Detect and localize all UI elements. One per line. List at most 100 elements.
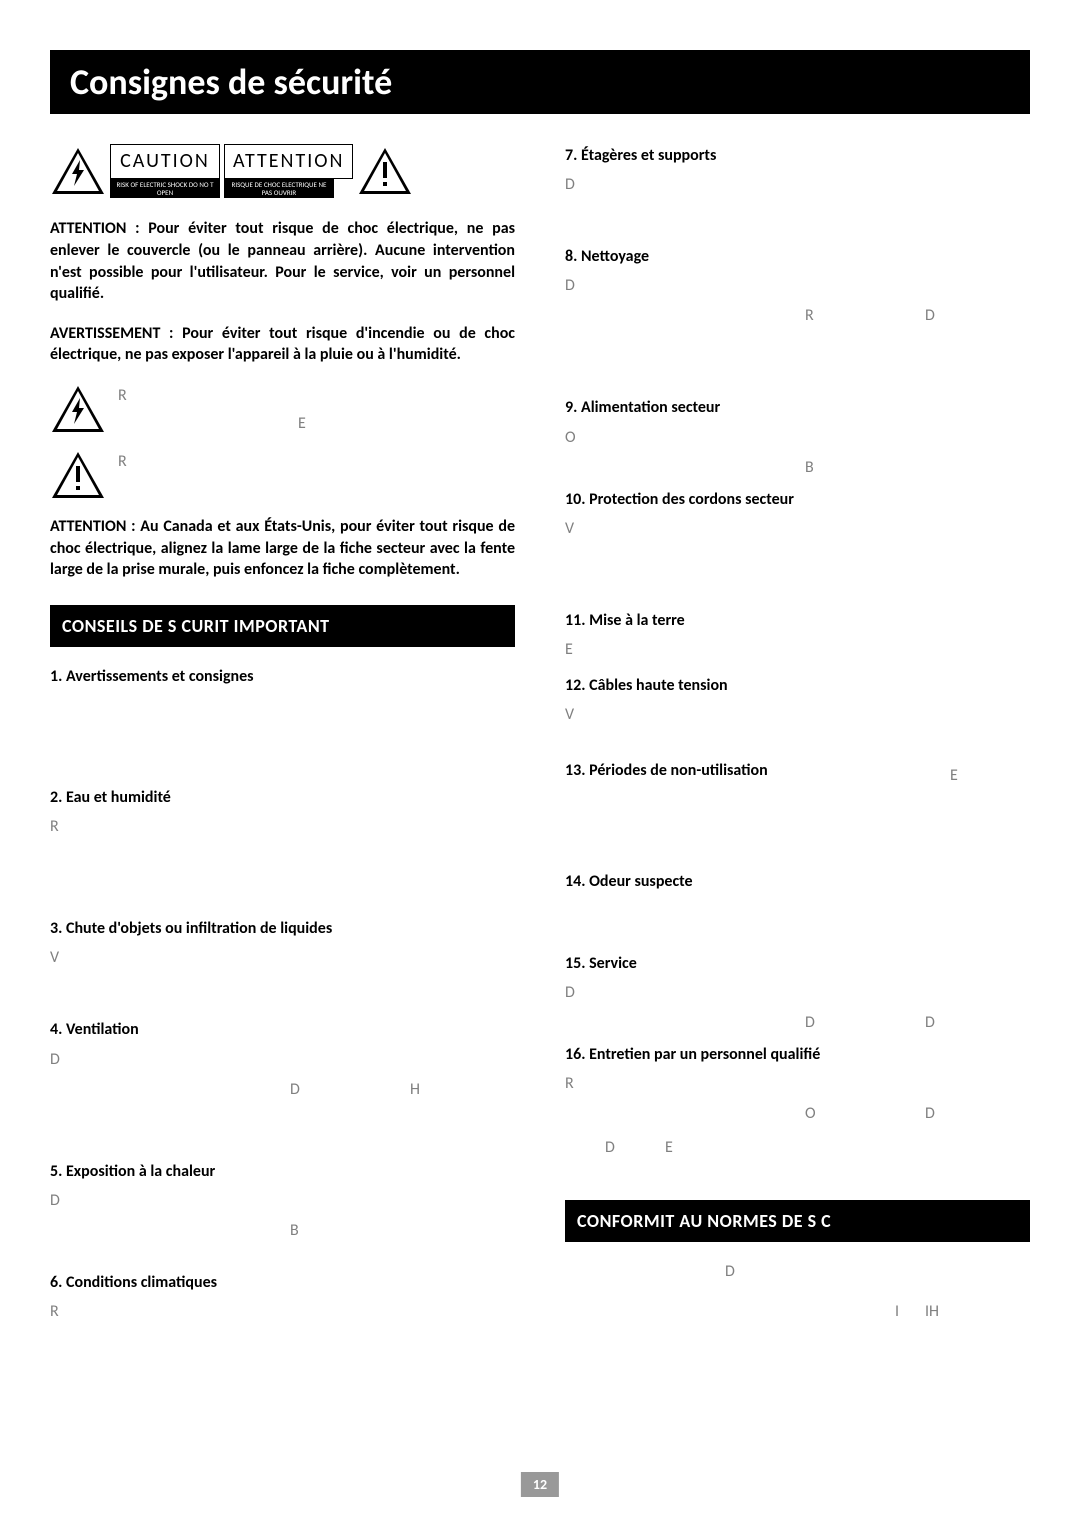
item-heading: 11. Mise à la terre <box>565 611 685 630</box>
item-heading: 13. Périodes de non-utilisation <box>565 761 768 780</box>
lightning-triangle-icon <box>50 146 106 196</box>
item-heading: 4. Ventilation <box>50 1020 139 1039</box>
attention-label: ATTENTION <box>224 144 353 179</box>
stray-letter: IH <box>925 1300 939 1323</box>
section-bar-conseils: CONSEILS DE S CURIT IMPORTANT <box>50 605 515 647</box>
item-body: R O D D E <box>565 1066 1030 1176</box>
safety-item: 10. Protection des cordons secteur V <box>565 488 1030 591</box>
para-canada: ATTENTION : Au Canada et aux États-Unis,… <box>50 516 515 581</box>
item-heading: 14. Odeur suspecte <box>565 872 693 891</box>
lightning-explain: R E <box>50 384 515 434</box>
attention-sub: RISQUE DE CHOC ELECTRIQUE NE PAS OUVRIR <box>224 179 334 198</box>
left-column: CAUTION RISK OF ELECTRIC SHOCK DO NO T O… <box>50 144 515 1352</box>
stray-letter: D <box>50 1048 60 1071</box>
stray-letter: D <box>805 1011 815 1034</box>
section-bar-conformite: CONFORMIT AU NORMES DE S C <box>565 1200 1030 1242</box>
stray-letter: R <box>805 304 814 327</box>
stray-letter: D <box>565 274 575 297</box>
stray-letter: R <box>50 1300 59 1323</box>
warning-box: CAUTION RISK OF ELECTRIC SHOCK DO NO T O… <box>50 144 515 198</box>
stray-letter-e: E <box>950 766 958 785</box>
safety-item: 6. Conditions climatiques R <box>50 1271 515 1334</box>
stray-letter: D <box>725 1260 735 1283</box>
safety-item: 3. Chute d'objets ou infiltration de liq… <box>50 917 515 1000</box>
stray-letter: D <box>925 1102 935 1125</box>
lightning-triangle-icon <box>50 384 106 434</box>
item-body <box>565 782 1030 852</box>
safety-item: 16. Entretien par un personnel qualifié R… <box>565 1043 1030 1176</box>
item-heading: 2. Eau et humidité <box>50 788 171 807</box>
stray-letter: O <box>805 1102 816 1125</box>
safety-item: 5. Exposition à la chaleurDB <box>50 1160 515 1253</box>
page-title: Consignes de sécurité <box>50 50 1030 114</box>
stray-letter: I <box>895 1300 899 1323</box>
item-heading: 10. Protection des cordons secteur <box>565 490 794 509</box>
item-body: V <box>565 697 1030 741</box>
item-body: OB <box>565 420 1030 470</box>
item-heading: 16. Entretien par un personnel qualifié <box>565 1045 820 1064</box>
safety-item: 4. Ventilation D D H <box>50 1018 515 1141</box>
exclamation-triangle-icon <box>50 450 106 500</box>
stray-letter: D <box>565 173 575 196</box>
stray-letter: D <box>605 1136 615 1159</box>
left-items-container: 1. Avertissements et consignes 2. Eau et … <box>50 665 515 1334</box>
stray-letter: V <box>565 703 574 726</box>
item-heading: 6. Conditions climatiques <box>50 1273 217 1292</box>
safety-item: 7. Étagères et supports D <box>565 144 1030 227</box>
item-body: V <box>50 940 515 1000</box>
stray-letter: R <box>118 384 127 407</box>
stray-letter: R <box>565 1072 574 1095</box>
stray-letter: D <box>50 1189 60 1212</box>
item-body: DB <box>50 1183 515 1253</box>
item-body: E <box>565 632 1030 656</box>
safety-item: 2. Eau et humidité R <box>50 786 515 899</box>
item-body: D <box>565 167 1030 227</box>
safety-item: 8. Nettoyage D R D <box>565 245 1030 378</box>
item-heading: 1. Avertissements et consignes <box>50 667 254 686</box>
stray-letter: E <box>298 412 306 435</box>
stray-letter: R <box>118 450 127 473</box>
item-heading: 8. Nettoyage <box>565 247 649 266</box>
safety-item: 1. Avertissements et consignes <box>50 665 515 768</box>
stray-letter: D <box>925 304 935 327</box>
stray-letter: O <box>565 426 576 449</box>
item-heading: 9. Alimentation secteur <box>565 398 720 417</box>
stray-letter: V <box>50 946 59 969</box>
stray-letter: E <box>565 638 573 661</box>
stray-letter: B <box>290 1219 299 1242</box>
item-body: R <box>50 809 515 899</box>
page-number: 12 <box>521 1472 559 1497</box>
item-body: DDD <box>565 975 1030 1025</box>
item-body: D D H <box>50 1042 515 1142</box>
caution-label: CAUTION <box>110 144 220 179</box>
safety-item: 12. Câbles haute tension V <box>565 674 1030 741</box>
stray-letter: D <box>925 1011 935 1034</box>
para-attention: ATTENTION : Pour éviter tout risque de c… <box>50 218 515 304</box>
item-body: R <box>50 1294 515 1334</box>
stray-letter: E <box>665 1136 673 1159</box>
stray-letter: B <box>805 456 814 479</box>
caution-sub: RISK OF ELECTRIC SHOCK DO NO T OPEN <box>110 179 220 198</box>
stray-letter: D <box>565 981 575 1004</box>
content-columns: CAUTION RISK OF ELECTRIC SHOCK DO NO T O… <box>50 144 1030 1352</box>
stray-letter: H <box>410 1078 420 1101</box>
stray-letter: V <box>565 517 574 540</box>
safety-item: 13. Périodes de non-utilisation <box>565 759 1030 852</box>
safety-item: 14. Odeur suspecte <box>565 870 1030 933</box>
item-body: V <box>565 511 1030 591</box>
item-heading: 15. Service <box>565 954 637 973</box>
item-heading: 3. Chute d'objets ou infiltration de liq… <box>50 919 332 938</box>
safety-item: 15. Service DDD <box>565 952 1030 1025</box>
exclamation-triangle-icon <box>357 146 413 196</box>
safety-item: 9. Alimentation secteur OB <box>565 396 1030 469</box>
item-heading: 5. Exposition à la chaleur <box>50 1162 215 1181</box>
item-heading: 7. Étagères et supports <box>565 146 716 165</box>
item-body: D R D <box>565 268 1030 378</box>
stray-letter: R <box>50 815 59 838</box>
item-body <box>565 894 1030 934</box>
stray-letter: D <box>290 1078 300 1101</box>
item-heading: 12. Câbles haute tension <box>565 676 728 695</box>
exclamation-explain: R <box>50 450 515 500</box>
para-avertissement: AVERTISSEMENT : Pour éviter tout risque … <box>50 323 515 366</box>
right-column: 7. Étagères et supports D 8. Nettoyage D R D 9… <box>565 144 1030 1352</box>
